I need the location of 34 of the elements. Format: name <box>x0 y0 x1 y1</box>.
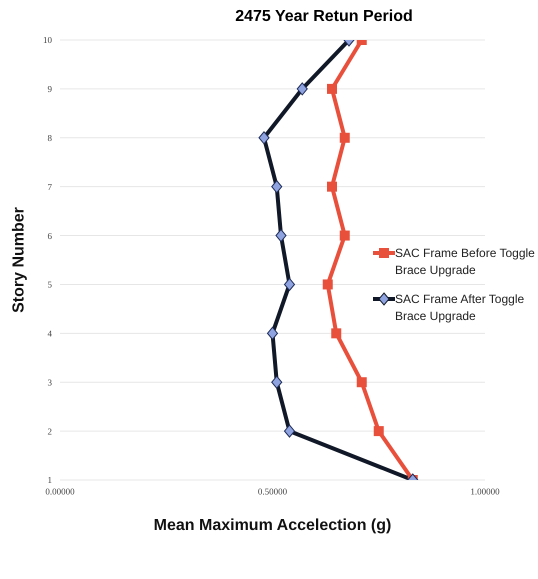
y-tick-label: 7 <box>48 182 52 192</box>
point <box>296 82 308 96</box>
point <box>327 182 337 192</box>
point <box>284 424 295 438</box>
point <box>271 180 282 194</box>
point <box>322 279 333 290</box>
point <box>340 132 350 143</box>
point <box>356 377 367 388</box>
y-tick-label: 3 <box>48 377 52 388</box>
y-tick-label: 10 <box>43 35 52 46</box>
point <box>258 131 270 144</box>
x-tick-label: 0.00000 <box>45 486 76 496</box>
point <box>271 376 282 389</box>
chart-title: 2475 Year Retun Period <box>234 8 414 27</box>
x-tick-label: 0.50000 <box>258 486 288 496</box>
point <box>340 230 350 241</box>
point <box>284 278 295 291</box>
point <box>276 229 286 242</box>
point <box>331 328 342 338</box>
y-tick-label: 4 <box>48 328 52 339</box>
y-tick-label: 9 <box>48 84 52 94</box>
y-tick-label: 2 <box>48 426 52 436</box>
point <box>267 326 278 340</box>
x-tick-label: 1.00000 <box>470 486 500 496</box>
point <box>374 426 384 436</box>
y-tick-label: 5 <box>48 280 52 290</box>
legend-label: SAC Frame Before Toggle Brace Upgrade <box>395 245 536 279</box>
y-tick-label: 1 <box>48 475 52 486</box>
y-tick-label: 8 <box>48 132 52 143</box>
point <box>327 84 337 94</box>
y-tick-label: 6 <box>48 230 52 241</box>
x-axis-title: Mean Maximum Accelection (g) <box>154 517 392 534</box>
y-axis-title: Story Number <box>10 207 28 313</box>
legend-label: SAC Frame After Toggle Brace Upgrade <box>395 291 526 325</box>
